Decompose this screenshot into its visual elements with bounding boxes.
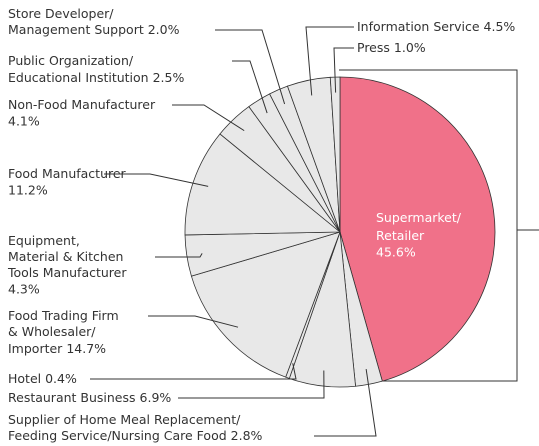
category-label: Store Developer/ <box>8 6 114 21</box>
category-label: Supplier of Home Meal Replacement/ <box>8 412 241 427</box>
category-label: Equipment, <box>8 233 80 248</box>
slice-label: Public Organization/ <box>8 53 134 68</box>
value-label: 4.3% <box>8 282 40 297</box>
bracket <box>339 69 518 382</box>
category-label: Food Trading Firm <box>8 308 119 323</box>
category-label: Management Support <box>8 22 144 37</box>
slice-label: Press 1.0% <box>357 40 426 55</box>
leader-line <box>148 315 239 328</box>
leader-line <box>314 368 377 437</box>
category-label: Supermarket/ <box>376 210 462 225</box>
slice-label: Hotel 0.4% <box>8 371 77 386</box>
category-label: Retailer <box>376 228 425 243</box>
pie-slice <box>190 231 341 378</box>
value-label: 6.9% <box>140 390 172 405</box>
category-label: Importer <box>8 341 63 356</box>
leader-line <box>305 26 354 96</box>
value-label: 2.8% <box>231 428 263 443</box>
category-label: Information Service <box>357 19 480 34</box>
leader-line <box>172 104 245 132</box>
value-label: 45.6% <box>376 245 416 260</box>
value-label: 0.4% <box>45 371 77 386</box>
value-label: 4.1% <box>8 114 40 129</box>
slice-label: Supermarket/ <box>376 210 462 225</box>
category-label: Tools Manufacturer <box>7 265 127 280</box>
leader-line <box>90 363 297 380</box>
leader-line <box>333 47 354 93</box>
leader-line <box>215 29 286 105</box>
slice-label: Information Service 4.5% <box>357 19 515 34</box>
category-label: Material & Kitchen <box>8 249 123 264</box>
pie-slice <box>339 76 496 382</box>
slice-label: Food Trading Firm <box>8 308 119 323</box>
category-label: Educational Institution <box>8 70 149 85</box>
slice-label: Equipment, <box>8 233 80 248</box>
category-label: Public Organization/ <box>8 53 134 68</box>
category-label: Feeding Service/Nursing Care Food <box>8 428 227 443</box>
category-label: Non-Food Manufacturer <box>8 97 156 112</box>
slice-label: Management Support 2.0% <box>8 22 180 37</box>
value-label: 11.2% <box>8 183 48 198</box>
slice-label: Importer 14.7% <box>8 341 106 356</box>
value-label: 2.0% <box>148 22 180 37</box>
category-label: Restaurant Business <box>8 390 136 405</box>
category-label: Press <box>357 40 390 55</box>
value-label: 4.5% <box>484 19 516 34</box>
slice-label: Non-Food Manufacturer <box>8 97 156 112</box>
category-label: Hotel <box>8 371 41 386</box>
category-label: & Wholesaler/ <box>8 324 96 339</box>
leader-line <box>232 60 268 114</box>
slice-label: Restaurant Business 6.9% <box>8 390 171 405</box>
slice-label: Tools Manufacturer <box>7 265 127 280</box>
slice-label: Feeding Service/Nursing Care Food 2.8% <box>8 428 263 443</box>
leader-line <box>104 173 209 187</box>
leader-line <box>178 370 325 399</box>
slice-label: Retailer <box>376 228 425 243</box>
leader-line <box>155 253 203 258</box>
value-label: 14.7% <box>66 341 106 356</box>
slice-label: Food Manufacturer <box>8 166 127 181</box>
category-label: Food Manufacturer <box>8 166 127 181</box>
slice-label: Store Developer/ <box>8 6 114 21</box>
slice-label: Educational Institution 2.5% <box>8 70 184 85</box>
pie-slice <box>184 133 342 236</box>
slice-label: & Wholesaler/ <box>8 324 96 339</box>
slice-label: Material & Kitchen <box>8 249 123 264</box>
value-label: 1.0% <box>394 40 426 55</box>
value-label: 2.5% <box>153 70 185 85</box>
slice-label: Supplier of Home Meal Replacement/ <box>8 412 241 427</box>
